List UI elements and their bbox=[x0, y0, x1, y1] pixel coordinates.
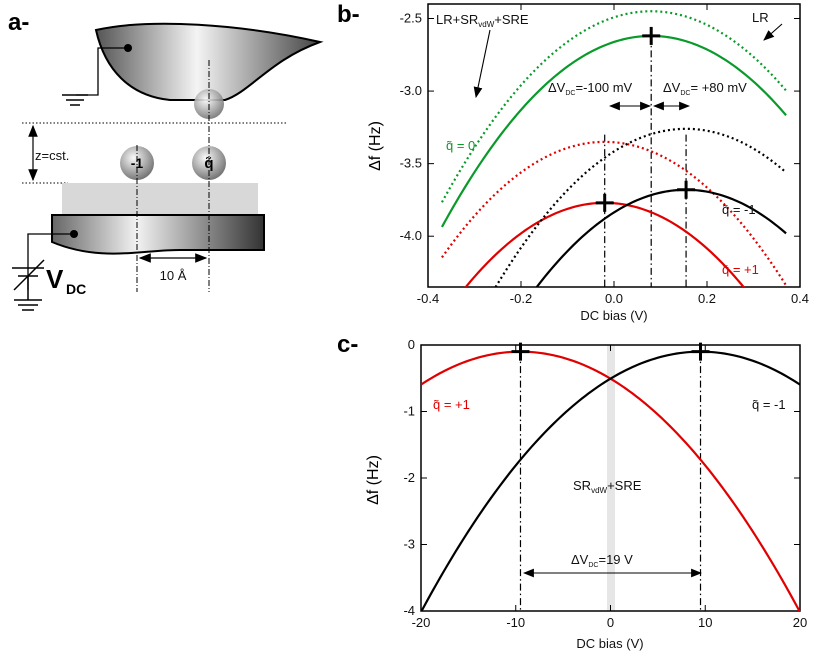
panel-b-ytick-label: -4.0 bbox=[400, 228, 422, 243]
distance-label: 10 Å bbox=[160, 268, 187, 283]
panel-b-series-1 bbox=[440, 10, 787, 203]
label-q0: q̃ = 0 bbox=[446, 138, 475, 153]
label-qplus1: q̃ = +1 bbox=[722, 262, 759, 277]
afm-tip bbox=[94, 22, 324, 101]
panel-c-xtick-label: -20 bbox=[412, 615, 431, 630]
label-c-qplus1: q̃ = +1 bbox=[433, 397, 470, 412]
panel-b-frame bbox=[427, 3, 801, 288]
panel-b-ytick-label: -3.5 bbox=[400, 156, 422, 171]
adsorbate-left bbox=[120, 146, 154, 180]
bias-source-icon bbox=[12, 259, 45, 311]
panel-c-xtick-label: -10 bbox=[506, 615, 525, 630]
panel-c-ytick-label: 0 bbox=[408, 337, 415, 352]
metal-substrate bbox=[51, 214, 265, 255]
vdc-label: V bbox=[46, 264, 64, 294]
label-dv-right: ΔVDC= +80 mV bbox=[663, 80, 747, 97]
panel-c-ticks: -20 -10 0 10 20 0 -1 -2 -3 -4 bbox=[403, 337, 807, 630]
label-qminus1: q̃ = -1 bbox=[722, 202, 756, 217]
panel-c-xtick-label: 10 bbox=[698, 615, 712, 630]
panel-c-ytick-label: -1 bbox=[403, 404, 415, 419]
panel-b-ticks: -0.4 -0.2 0.0 0.2 0.4 -2.5 -3.0 -3.5 -4.0 bbox=[400, 4, 809, 306]
label-lr: LR bbox=[752, 10, 769, 25]
bias-wire bbox=[27, 233, 74, 290]
panel-b-series-5 bbox=[494, 127, 787, 287]
full-model-arrow bbox=[473, 29, 491, 99]
panel-b-xtick-label: 0.0 bbox=[605, 291, 623, 306]
panel-b-xtick-label: -0.4 bbox=[417, 291, 439, 306]
panel-b-series-2 bbox=[464, 201, 746, 287]
panel-b-xtick-label: 0.4 bbox=[791, 291, 809, 306]
panel-b-ylabel: Δf (Hz) bbox=[367, 121, 384, 171]
vdc-sub: DC bbox=[66, 281, 86, 297]
panel-a-label: a- bbox=[8, 9, 29, 36]
panel-c-curves bbox=[421, 342, 800, 611]
panel-c-ytick-label: -4 bbox=[403, 603, 415, 618]
label-c-qminus1: q̃ = -1 bbox=[752, 397, 786, 412]
panel-b-ytick-label: -2.5 bbox=[400, 11, 422, 26]
panel-b-xtick-label: -0.2 bbox=[510, 291, 532, 306]
z-label: z=cst. bbox=[35, 148, 69, 163]
label-dv-left: ΔVDC=-100 mV bbox=[548, 80, 633, 97]
tip-ground-icon bbox=[62, 94, 88, 106]
charge-left-label: -1 bbox=[131, 155, 144, 171]
label-dv-c: ΔVDC=19 V bbox=[571, 552, 633, 569]
zero-bias-band bbox=[607, 345, 615, 611]
panel-b-ytick-label: -3.0 bbox=[400, 83, 422, 98]
lr-arrow bbox=[763, 23, 783, 41]
label-sr-model: SRvdW+SRE bbox=[573, 478, 642, 495]
panel-b: b- -0.4 -0.2 0.0 0.2 0.4 -2.5 -3.0 -3.5 -4.0 Δf … bbox=[337, 1, 809, 323]
panel-b-curves bbox=[440, 10, 787, 287]
panel-b-series-0 bbox=[440, 34, 787, 228]
panel-b-label: b- bbox=[337, 1, 360, 28]
panel-c: c- -20 -10 0 10 20 0 -1 -2 -3 -4 Δf (Hz) DC bias … bbox=[337, 331, 807, 651]
insulating-film bbox=[62, 183, 258, 215]
panel-c-ytick-label: -3 bbox=[403, 537, 415, 552]
panel-c-xtick-label: 0 bbox=[607, 615, 614, 630]
panel-c-xlabel: DC bias (V) bbox=[576, 636, 643, 651]
panel-a: a- z=cst. -1 q̃ 10 Å bbox=[8, 9, 324, 311]
panel-b-series-4 bbox=[535, 188, 787, 287]
panel-c-xtick-label: 20 bbox=[793, 615, 807, 630]
panel-c-ylabel: Δf (Hz) bbox=[365, 455, 382, 505]
panel-c-ytick-label: -2 bbox=[403, 470, 415, 485]
panel-b-xtick-label: 0.2 bbox=[698, 291, 716, 306]
panel-b-series-3 bbox=[441, 140, 787, 286]
panel-b-xlabel: DC bias (V) bbox=[580, 308, 647, 323]
label-full-model: LR+SRvdW+SRE bbox=[436, 12, 529, 29]
panel-c-series-1 bbox=[421, 350, 800, 611]
panel-c-label: c- bbox=[337, 331, 358, 358]
